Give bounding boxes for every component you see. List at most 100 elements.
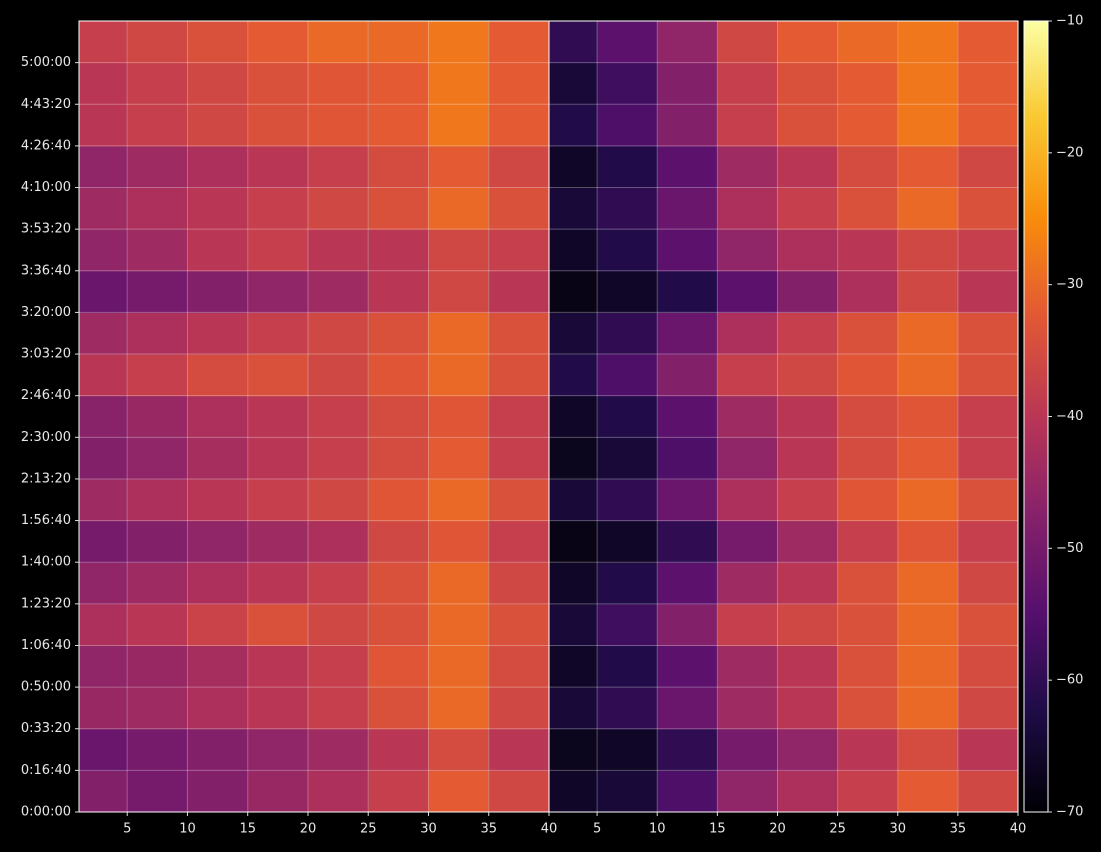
heat-cell [957, 687, 1018, 730]
heat-cell [897, 270, 958, 313]
heat-cell [597, 603, 658, 646]
heat-cell [837, 603, 898, 646]
heat-cell [549, 229, 598, 272]
heat-cell [307, 270, 369, 313]
heat-cell [717, 229, 778, 272]
heat-cell [597, 520, 658, 563]
heat-cell [549, 478, 598, 522]
heat-cell [127, 145, 188, 189]
heat-cell [957, 104, 1018, 147]
heat-cell [837, 21, 898, 64]
heat-cell [549, 437, 598, 480]
heat-cell [597, 354, 658, 397]
heat-cell [717, 354, 778, 397]
heat-cell [127, 62, 188, 105]
heat-cell [79, 478, 128, 522]
heat-cell [957, 728, 1018, 771]
y-tick-label: 3:36:40 [21, 263, 71, 278]
heat-cell [247, 395, 308, 438]
heat-cell [187, 354, 248, 397]
heat-cell [957, 395, 1018, 438]
heat-cell [79, 21, 128, 64]
colorbar-tick-label: −50 [1056, 541, 1083, 556]
y-tick-label: 4:43:20 [21, 97, 71, 112]
heat-cell [777, 603, 838, 646]
heat-cell [717, 562, 778, 605]
heat-cell [549, 312, 598, 355]
heat-cell [717, 312, 778, 355]
heat-cell [247, 603, 308, 646]
heat-cell [657, 645, 718, 688]
heat-cell [307, 520, 369, 563]
heat-cell [957, 270, 1018, 313]
heat-cell [717, 62, 778, 105]
heat-cell [187, 229, 248, 272]
heat-cell [307, 437, 369, 480]
x-tick-label: 30 [420, 822, 437, 837]
heat-cell [549, 645, 598, 688]
heat-cell [368, 312, 429, 355]
x-tick-label: 25 [360, 822, 377, 837]
heat-cell [247, 229, 308, 272]
heat-cell [79, 187, 128, 230]
heat-cell [837, 104, 898, 147]
heat-cell [657, 229, 718, 272]
heat-cell [717, 187, 778, 230]
heat-cell [957, 645, 1018, 688]
heat-cell [657, 437, 718, 480]
y-tick-label: 2:13:20 [21, 471, 71, 486]
heat-cell [897, 145, 958, 189]
heat-cell [488, 312, 549, 355]
heat-cell [837, 645, 898, 688]
heat-cell [127, 728, 188, 771]
heat-cell [247, 770, 308, 813]
heat-cell [717, 520, 778, 563]
y-tick-label: 2:30:00 [21, 430, 71, 445]
heat-cell [837, 187, 898, 230]
heat-cell [488, 520, 549, 563]
heat-cell [428, 187, 489, 230]
heat-cell [549, 21, 598, 64]
heat-cell [549, 187, 598, 230]
heat-cell [837, 770, 898, 813]
y-tick-label: 3:20:00 [21, 305, 71, 320]
heat-cell [549, 270, 598, 313]
heat-cell [597, 728, 658, 771]
heat-cell [79, 562, 128, 605]
heat-cell [657, 687, 718, 730]
heat-cell [777, 645, 838, 688]
y-tick-label: 1:40:00 [21, 555, 71, 570]
heat-cell [187, 21, 248, 64]
heat-cell [837, 687, 898, 730]
heat-cell [957, 354, 1018, 397]
heat-cell [549, 603, 598, 646]
heat-cell [488, 395, 549, 438]
heat-cell [717, 21, 778, 64]
heat-cell [307, 104, 369, 147]
heat-cell [187, 145, 248, 189]
heat-cell [127, 21, 188, 64]
x-tick-label: 25 [829, 822, 846, 837]
heat-cell [247, 21, 308, 64]
heat-cell [187, 728, 248, 771]
heat-cell [777, 728, 838, 771]
heat-cell [897, 728, 958, 771]
heat-cell [717, 437, 778, 480]
heat-cell [657, 270, 718, 313]
heat-cell [79, 229, 128, 272]
heat-cell [657, 395, 718, 438]
heat-cell [79, 603, 128, 646]
heat-cell [897, 770, 958, 813]
heat-cell [777, 270, 838, 313]
heat-cell [657, 62, 718, 105]
heat-cell [428, 770, 489, 813]
heat-cell [777, 354, 838, 397]
heat-cell [957, 437, 1018, 480]
y-tick-label: 3:03:20 [21, 347, 71, 362]
heat-cell [488, 187, 549, 230]
heat-cell [127, 770, 188, 813]
heat-cell [549, 562, 598, 605]
heat-cell [428, 520, 489, 563]
heat-cell [549, 62, 598, 105]
heat-cell [368, 728, 429, 771]
